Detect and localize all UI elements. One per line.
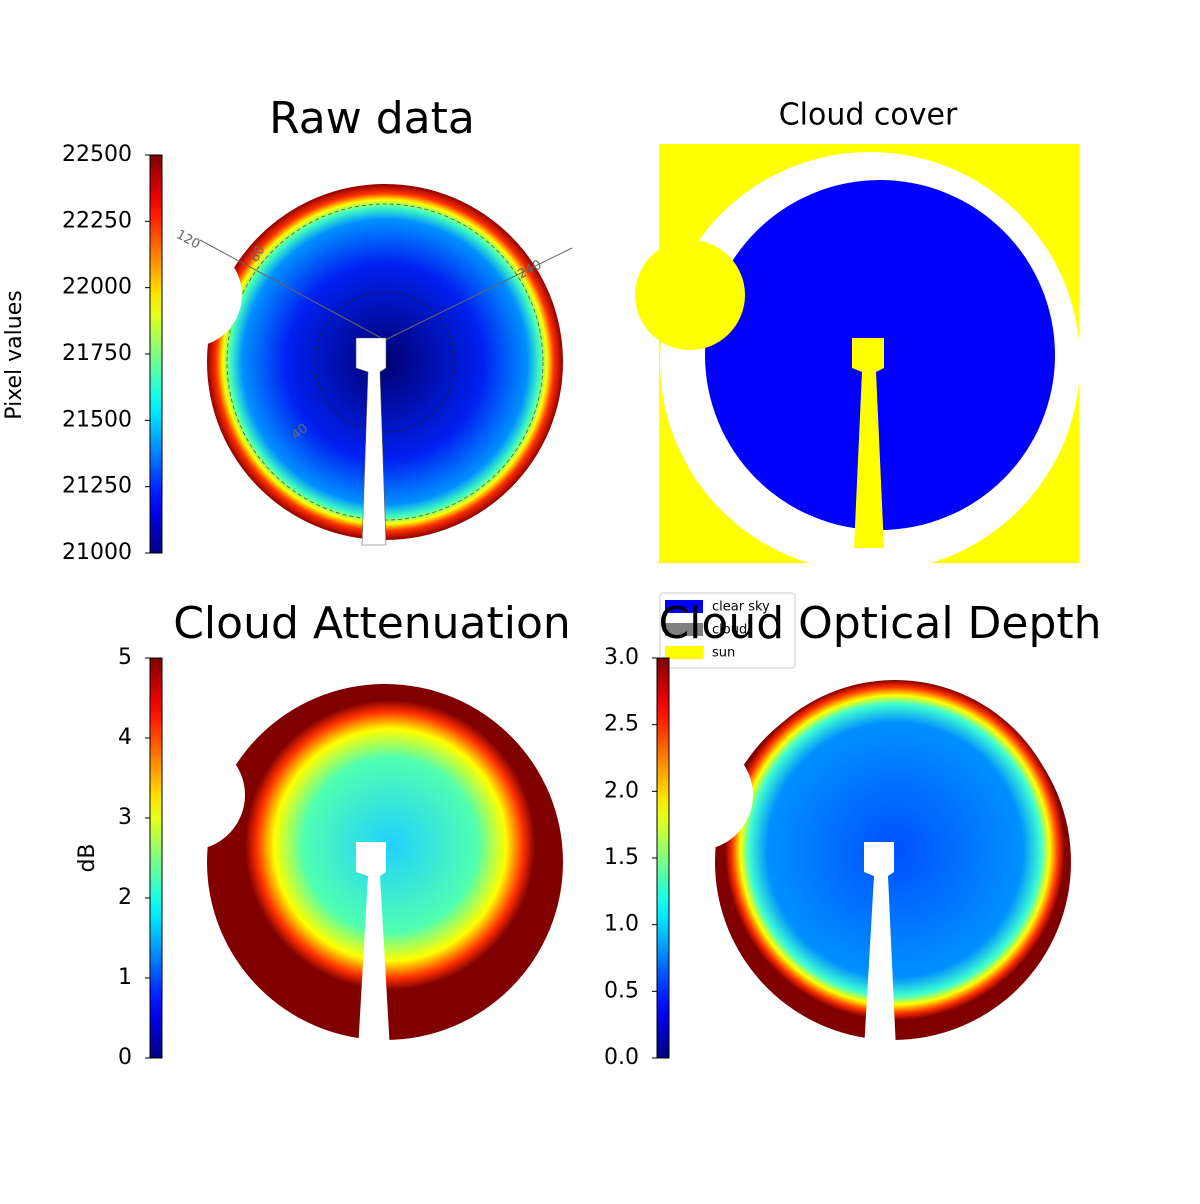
legend-label: clear sky (712, 600, 770, 615)
panel-title: Cloud cover (779, 98, 958, 133)
legend-swatch (665, 600, 703, 613)
mask (355, 337, 387, 546)
colorbar (656, 657, 670, 1059)
colorbar-tick-label: 0.5 (604, 978, 639, 1003)
polar-line (384, 247, 573, 341)
colorbar-tick-label: 2 (118, 885, 132, 910)
colorbar-tick-label: 1.5 (604, 845, 639, 870)
optical-depth-core (725, 680, 1065, 1020)
colorbar-tick-label: 22500 (62, 142, 132, 167)
mask (864, 842, 896, 1050)
sun-region (852, 338, 884, 548)
colorbar-tick-label: 22000 (62, 275, 132, 300)
colorbar-tick-label: 5 (118, 645, 132, 670)
legend-label: cloud (712, 623, 747, 638)
mask (643, 740, 753, 850)
colorbar-tick-label: 1.0 (604, 912, 639, 937)
panel-title: Cloud Optical Depth (658, 598, 1101, 649)
polar-grid (314, 291, 456, 433)
colorbar-tick-label: 2.5 (604, 712, 639, 737)
colorbar-label: dB (75, 843, 100, 872)
polar-label: 60 (247, 243, 268, 265)
colorbar-tick-label: 21250 (62, 474, 132, 499)
colorbar-tick-label: 0 (118, 1045, 132, 1070)
colorbar-tick-label: 21000 (62, 540, 132, 565)
sky-images (135, 144, 1080, 1050)
sun-region (635, 240, 745, 350)
colorbar (149, 154, 163, 554)
legend-label: sun (712, 646, 735, 661)
legend-swatch (665, 646, 703, 659)
colorbar-tick-label: 3.0 (604, 645, 639, 670)
colorbar-tick-label: 1 (118, 965, 132, 990)
colorbar-label: Pixel values (2, 290, 27, 419)
colorbar (149, 657, 163, 1059)
colorbar-tick-label: 2.0 (604, 778, 639, 803)
colorbar-tick-label: 21500 (62, 407, 132, 432)
colorbar-tick-label: 3 (118, 805, 132, 830)
polar-line (199, 239, 386, 341)
panel-title: Cloud Attenuation (173, 598, 571, 649)
mask (356, 842, 390, 1050)
colorbar-tick-label: 21750 (62, 341, 132, 366)
panel-title: Raw data (269, 93, 475, 144)
colorbar-tick-label: 0.0 (604, 1045, 639, 1070)
mask (138, 243, 242, 347)
attenuation-core (245, 700, 535, 990)
colorbar-tick-label: 22250 (62, 208, 132, 233)
colorbar-tick-label: 4 (118, 725, 132, 750)
legend-swatch (665, 623, 703, 636)
